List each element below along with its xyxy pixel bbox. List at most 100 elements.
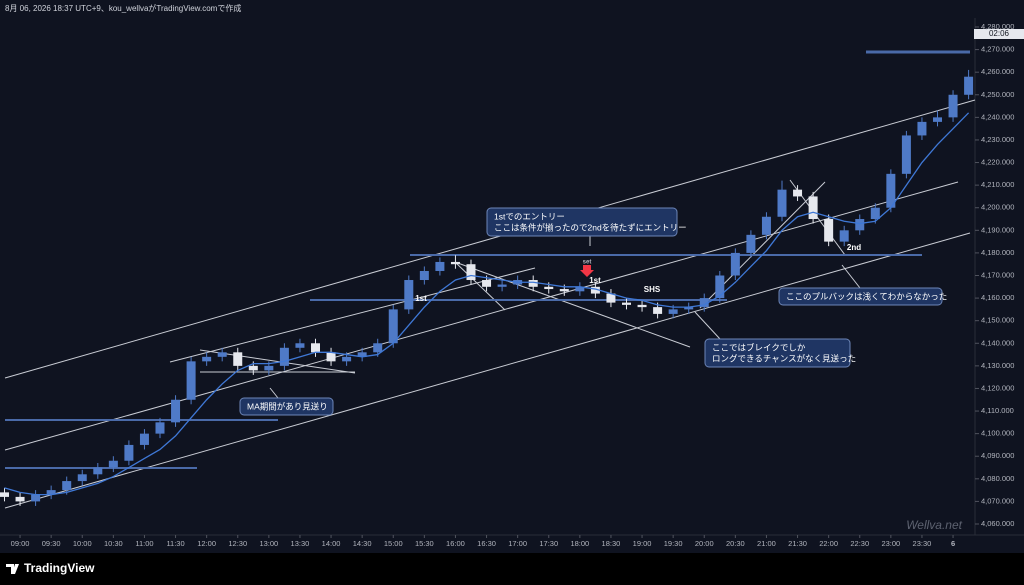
candle-body — [404, 280, 414, 310]
channel-line — [4, 99, 976, 379]
annotation-text: ここではブレイクでしか — [712, 342, 806, 352]
candle-body — [186, 361, 196, 400]
x-tick-label: 13:00 — [259, 539, 278, 548]
x-tick-label: 19:30 — [664, 539, 683, 548]
candle-body — [901, 135, 911, 174]
candle-body — [653, 307, 663, 314]
header: 8月 06, 2026 18:37 UTC+9、kou_wellvaがTradi… — [5, 3, 241, 13]
candle-body — [917, 121, 927, 136]
candle-body — [746, 234, 756, 253]
entry-arrow — [580, 265, 594, 277]
channel-line — [4, 181, 959, 451]
candle-body — [808, 196, 818, 220]
candle-body — [964, 76, 974, 95]
annotation-text: MA期間があり見送り — [247, 401, 328, 411]
x-tick-label: 09:30 — [42, 539, 61, 548]
candle-body — [342, 356, 352, 362]
y-tick-label: 4,220.000 — [981, 158, 1014, 167]
y-tick-label: 4,060.000 — [981, 519, 1014, 528]
x-tick-label: 14:00 — [322, 539, 341, 548]
y-tick-label: 4,100.000 — [981, 429, 1014, 438]
x-tick-label: 09:00 — [11, 539, 30, 548]
trend-line — [169, 267, 536, 363]
candle-body — [450, 261, 460, 265]
watermark: Wellva.net — [906, 518, 962, 532]
y-tick-label: 4,230.000 — [981, 135, 1014, 144]
annotation-box — [778, 287, 943, 306]
candle-body — [279, 347, 289, 366]
x-tick-label: 17:30 — [539, 539, 558, 548]
candle-body — [155, 422, 165, 434]
candle-body — [295, 343, 305, 348]
candle-body — [46, 490, 56, 495]
y-tick-label: 4,190.000 — [981, 225, 1014, 234]
candle-body — [248, 365, 258, 371]
y-tick-label: 4,280.000 — [981, 22, 1014, 31]
x-tick-label: 16:30 — [477, 539, 496, 548]
y-tick-label: 4,110.000 — [981, 406, 1014, 415]
y-tick-label: 4,070.000 — [981, 496, 1014, 505]
candle-body — [637, 304, 647, 308]
x-tick-label: 20:30 — [726, 539, 745, 548]
candle-body — [761, 216, 771, 235]
chart-label: set — [583, 260, 592, 266]
candle-body — [886, 173, 896, 208]
candle-body — [482, 280, 492, 287]
x-tick-label: 18:30 — [602, 539, 621, 548]
y-tick-label: 4,170.000 — [981, 270, 1014, 279]
footer-bar — [0, 553, 1024, 585]
x-tick-label: 22:30 — [850, 539, 869, 548]
trend-line — [454, 261, 506, 311]
x-tick-label: 19:00 — [633, 539, 652, 548]
candle-body — [77, 474, 87, 482]
annotation-box — [704, 338, 851, 368]
arrow — [694, 311, 721, 340]
candle-body — [824, 219, 834, 242]
candle-body — [373, 343, 383, 353]
candle-body — [0, 492, 9, 497]
chart-label: 1st — [415, 294, 427, 303]
candle-body — [699, 298, 709, 308]
y-tick-label: 4,240.000 — [981, 112, 1014, 121]
candle-body — [171, 399, 181, 423]
candle-body — [730, 252, 740, 276]
y-tick-label: 4,260.000 — [981, 67, 1014, 76]
y-tick-label: 4,160.000 — [981, 293, 1014, 302]
x-tick-label: 20:00 — [695, 539, 714, 548]
x-tick-label: 18:00 — [570, 539, 589, 548]
channel-line — [4, 232, 971, 509]
candle-body — [715, 275, 725, 299]
candle-body — [590, 286, 600, 294]
candle-body — [544, 286, 554, 290]
x-tick-label: 6 — [951, 539, 955, 548]
candle-body — [497, 284, 507, 287]
x-tick-label: 11:00 — [135, 539, 153, 548]
annotation-box — [486, 207, 678, 237]
moving-average — [4, 112, 970, 496]
annotation-box — [239, 397, 334, 416]
candle-body — [948, 94, 958, 118]
candle-body — [777, 189, 787, 217]
candle-body — [264, 365, 274, 371]
candle-body — [124, 444, 134, 461]
candle-body — [668, 309, 678, 314]
candle-body — [311, 343, 320, 353]
candle-body — [559, 289, 569, 292]
y-tick-label: 4,080.000 — [981, 474, 1014, 483]
candle-body — [108, 460, 118, 468]
candle-body — [233, 352, 243, 366]
y-tick-label: 4,140.000 — [981, 338, 1014, 347]
candle-body — [870, 207, 880, 220]
candle-body — [357, 352, 367, 357]
candle-body — [622, 302, 631, 305]
arrow — [269, 387, 279, 399]
chart-label: 2nd — [847, 243, 861, 252]
x-tick-label: 10:30 — [104, 539, 123, 548]
candle-body — [933, 117, 942, 122]
x-tick-label: 23:30 — [913, 539, 932, 548]
footer-logo: TradingView — [24, 561, 95, 575]
annotation-text: ここのプルバックは浅くてわからなかった — [786, 291, 947, 301]
x-tick-label: 17:00 — [508, 539, 527, 548]
x-tick-label: 11:30 — [166, 539, 184, 548]
